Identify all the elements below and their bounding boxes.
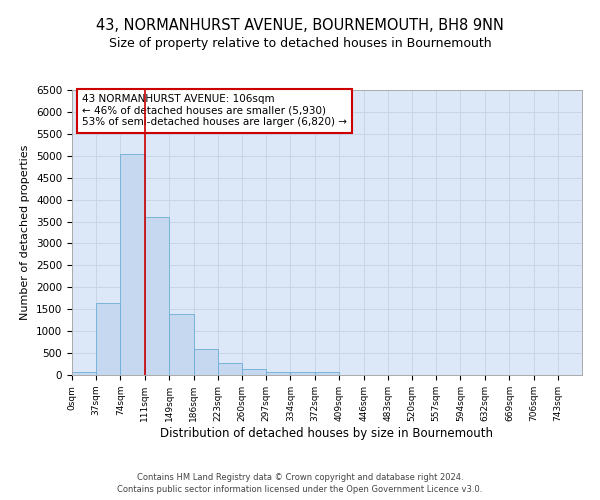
Bar [290, 372, 315, 375]
Y-axis label: Number of detached properties: Number of detached properties [20, 145, 31, 320]
Bar [169, 314, 194, 375]
Text: Contains HM Land Registry data © Crown copyright and database right 2024.: Contains HM Land Registry data © Crown c… [137, 472, 463, 482]
Text: 43, NORMANHURST AVENUE, BOURNEMOUTH, BH8 9NN: 43, NORMANHURST AVENUE, BOURNEMOUTH, BH8… [96, 18, 504, 32]
Text: Contains public sector information licensed under the Open Government Licence v3: Contains public sector information licen… [118, 485, 482, 494]
Bar [315, 372, 340, 375]
X-axis label: Distribution of detached houses by size in Bournemouth: Distribution of detached houses by size … [161, 426, 493, 440]
Bar [96, 302, 121, 375]
Text: 43 NORMANHURST AVENUE: 106sqm
← 46% of detached houses are smaller (5,930)
53% o: 43 NORMANHURST AVENUE: 106sqm ← 46% of d… [82, 94, 347, 128]
Bar [121, 154, 145, 375]
Bar [266, 372, 290, 375]
Bar [145, 217, 169, 375]
Bar [218, 362, 242, 375]
Text: Size of property relative to detached houses in Bournemouth: Size of property relative to detached ho… [109, 38, 491, 51]
Bar [194, 348, 218, 375]
Bar [72, 372, 96, 375]
Bar [242, 370, 266, 375]
